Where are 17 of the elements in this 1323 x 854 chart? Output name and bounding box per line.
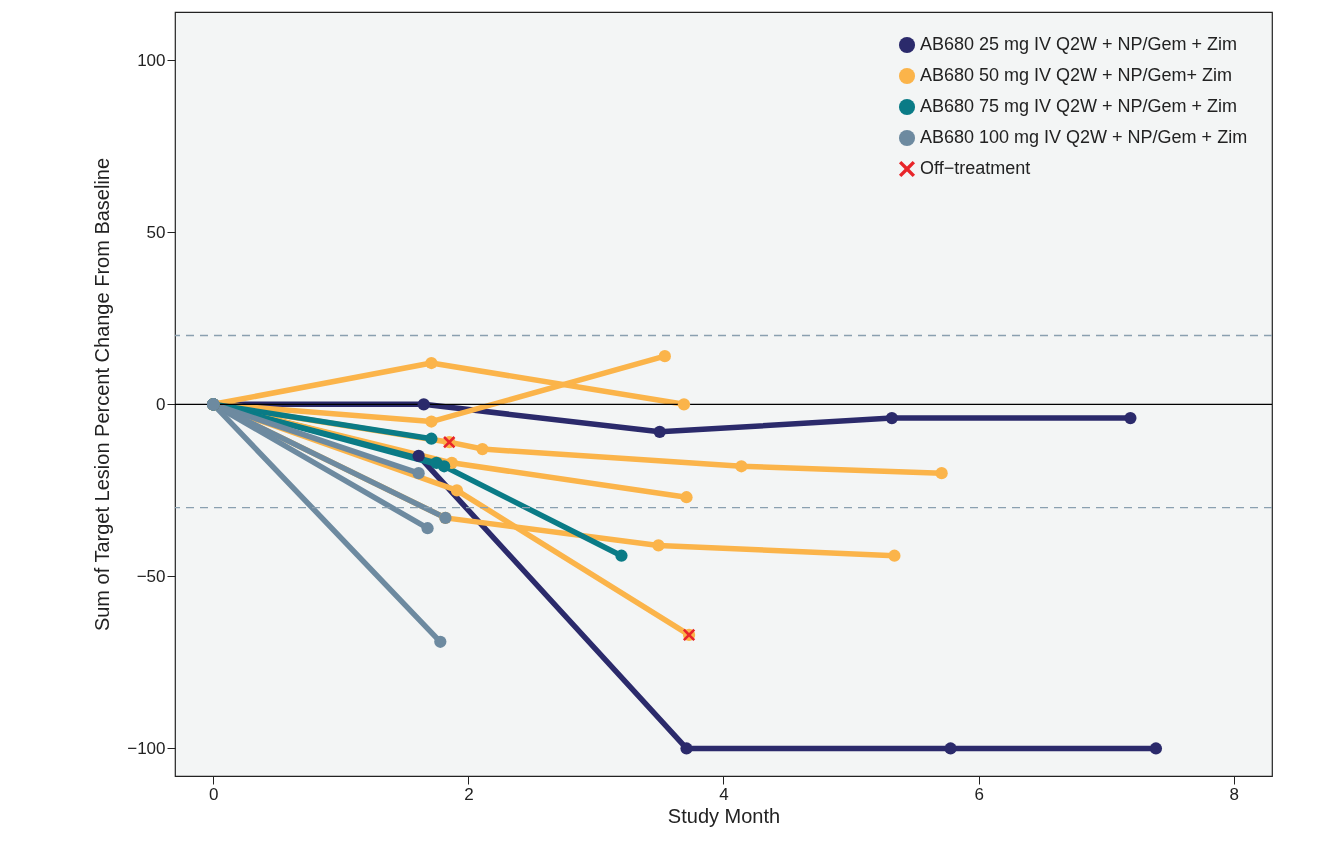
legend-label: AB680 25 mg IV Q2W + NP/Gem + Zim — [920, 34, 1238, 54]
x-tick-label: 6 — [974, 784, 984, 804]
y-tick-label: 50 — [146, 222, 166, 242]
y-tick-label: 100 — [137, 50, 166, 70]
y-tick-label: 0 — [156, 394, 166, 414]
legend-label: AB680 75 mg IV Q2W + NP/Gem + Zim — [920, 96, 1238, 116]
y-axis-title: Sum of Target Lesion Percent Change From Baseline — [91, 157, 114, 632]
y-tick-label: −100 — [127, 738, 166, 758]
legend-label: AB680 50 mg IV Q2W + NP/Gem+ Zim — [920, 65, 1233, 85]
x-tick-label: 2 — [464, 784, 474, 804]
x-axis-title: Study Month — [667, 804, 781, 827]
x-tick-label: 8 — [1229, 784, 1239, 804]
legend-label: AB680 100 mg IV Q2W + NP/Gem + Zim — [920, 127, 1248, 147]
legend-label: Off−treatment — [920, 158, 1031, 178]
x-tick-label: 4 — [719, 784, 729, 804]
y-tick-label: −50 — [136, 566, 166, 586]
x-tick-label: 0 — [209, 784, 219, 804]
